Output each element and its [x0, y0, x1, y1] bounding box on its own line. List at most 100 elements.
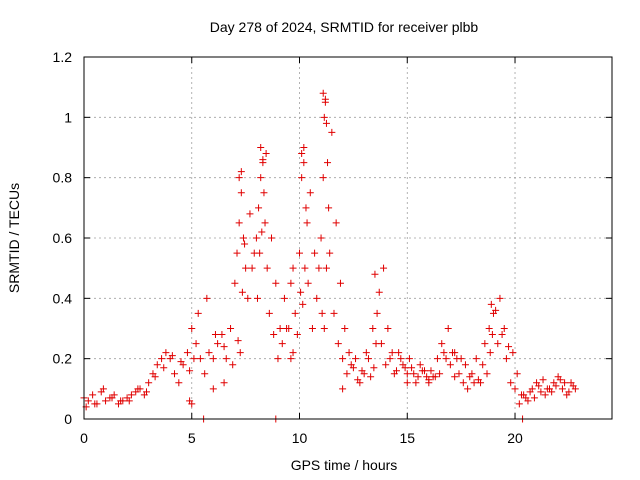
data-point — [537, 388, 545, 396]
data-point — [486, 349, 494, 357]
grid-lines — [84, 57, 612, 419]
data-point — [257, 174, 265, 182]
data-point — [412, 379, 420, 387]
data-point — [320, 113, 328, 121]
data-point — [84, 397, 92, 405]
data-point — [375, 288, 383, 296]
data-point — [175, 379, 183, 387]
data-point — [272, 279, 280, 287]
data-point — [449, 349, 457, 357]
data-point — [151, 373, 159, 381]
data-point — [362, 349, 370, 357]
data-point — [459, 379, 467, 387]
y-tick-label: 0 — [64, 411, 72, 427]
data-point — [194, 309, 202, 317]
data-point — [358, 367, 366, 375]
data-point — [287, 355, 295, 363]
data-point — [472, 355, 480, 363]
data-point — [188, 325, 196, 332]
data-point — [218, 331, 226, 339]
data-point — [436, 370, 444, 378]
data-point — [369, 325, 377, 332]
data-point — [300, 159, 308, 167]
data-point — [507, 379, 515, 387]
data-point — [192, 340, 200, 348]
data-point — [248, 264, 256, 272]
data-point — [457, 355, 465, 363]
data-point — [287, 279, 295, 287]
data-point — [556, 376, 564, 384]
data-point — [339, 355, 347, 363]
y-axis: 0 0.2 0.4 0.6 0.8 1 1.2 — [53, 49, 612, 427]
data-point — [205, 349, 213, 357]
data-point — [339, 385, 347, 393]
data-point — [220, 379, 228, 387]
data-point — [262, 150, 270, 158]
y-tick-label: 1.2 — [53, 49, 73, 65]
data-point — [235, 174, 243, 182]
data-point — [425, 376, 433, 384]
data-point — [535, 382, 543, 390]
data-point — [433, 355, 441, 363]
data-point — [410, 370, 418, 378]
data-point — [352, 355, 360, 363]
data-point — [405, 355, 413, 363]
data-point — [367, 373, 375, 381]
data-point — [311, 249, 319, 257]
data-point — [321, 95, 329, 103]
data-point — [183, 349, 191, 357]
data-point — [509, 349, 517, 357]
data-point — [319, 174, 327, 182]
data-point — [548, 388, 556, 396]
data-point — [341, 325, 349, 332]
data-point — [298, 150, 306, 158]
data-point — [237, 168, 245, 176]
data-point — [481, 340, 489, 348]
data-point — [451, 373, 459, 381]
data-point — [196, 355, 204, 363]
data-point — [233, 249, 241, 257]
x-tick-label: 15 — [399, 430, 415, 446]
data-point — [515, 400, 523, 408]
data-point — [308, 325, 316, 332]
data-point — [91, 400, 99, 408]
data-point — [190, 355, 198, 363]
data-point — [380, 264, 388, 272]
x-axis: 0 5 10 15 20 — [80, 57, 523, 446]
data-point — [168, 352, 176, 360]
data-point — [160, 364, 168, 372]
data-points — [80, 89, 579, 423]
data-point — [511, 385, 519, 393]
data-point — [322, 119, 330, 127]
data-point — [265, 309, 273, 317]
data-point — [539, 376, 547, 384]
data-point — [209, 355, 217, 363]
data-point — [291, 309, 299, 317]
data-point — [315, 264, 323, 272]
data-point — [246, 210, 254, 218]
data-point — [395, 349, 403, 357]
x-axis-label: GPS time / hours — [291, 457, 398, 473]
data-point — [466, 373, 474, 381]
data-point — [153, 361, 161, 369]
data-point — [127, 391, 135, 399]
data-point — [222, 355, 230, 363]
data-point — [234, 337, 242, 345]
data-point — [238, 288, 246, 296]
data-point — [203, 294, 211, 302]
y-tick-label: 0.4 — [53, 290, 73, 306]
x-tick-label: 10 — [292, 430, 308, 446]
data-point — [242, 264, 250, 272]
data-point — [354, 376, 362, 384]
data-point — [186, 367, 194, 375]
data-point — [211, 331, 219, 339]
data-point — [214, 340, 222, 348]
data-point — [89, 391, 97, 399]
data-point — [241, 240, 249, 248]
data-point — [258, 228, 266, 236]
data-point — [470, 379, 478, 387]
data-point — [370, 364, 378, 372]
data-point — [392, 367, 400, 375]
data-point — [522, 394, 530, 402]
data-point — [496, 294, 504, 302]
